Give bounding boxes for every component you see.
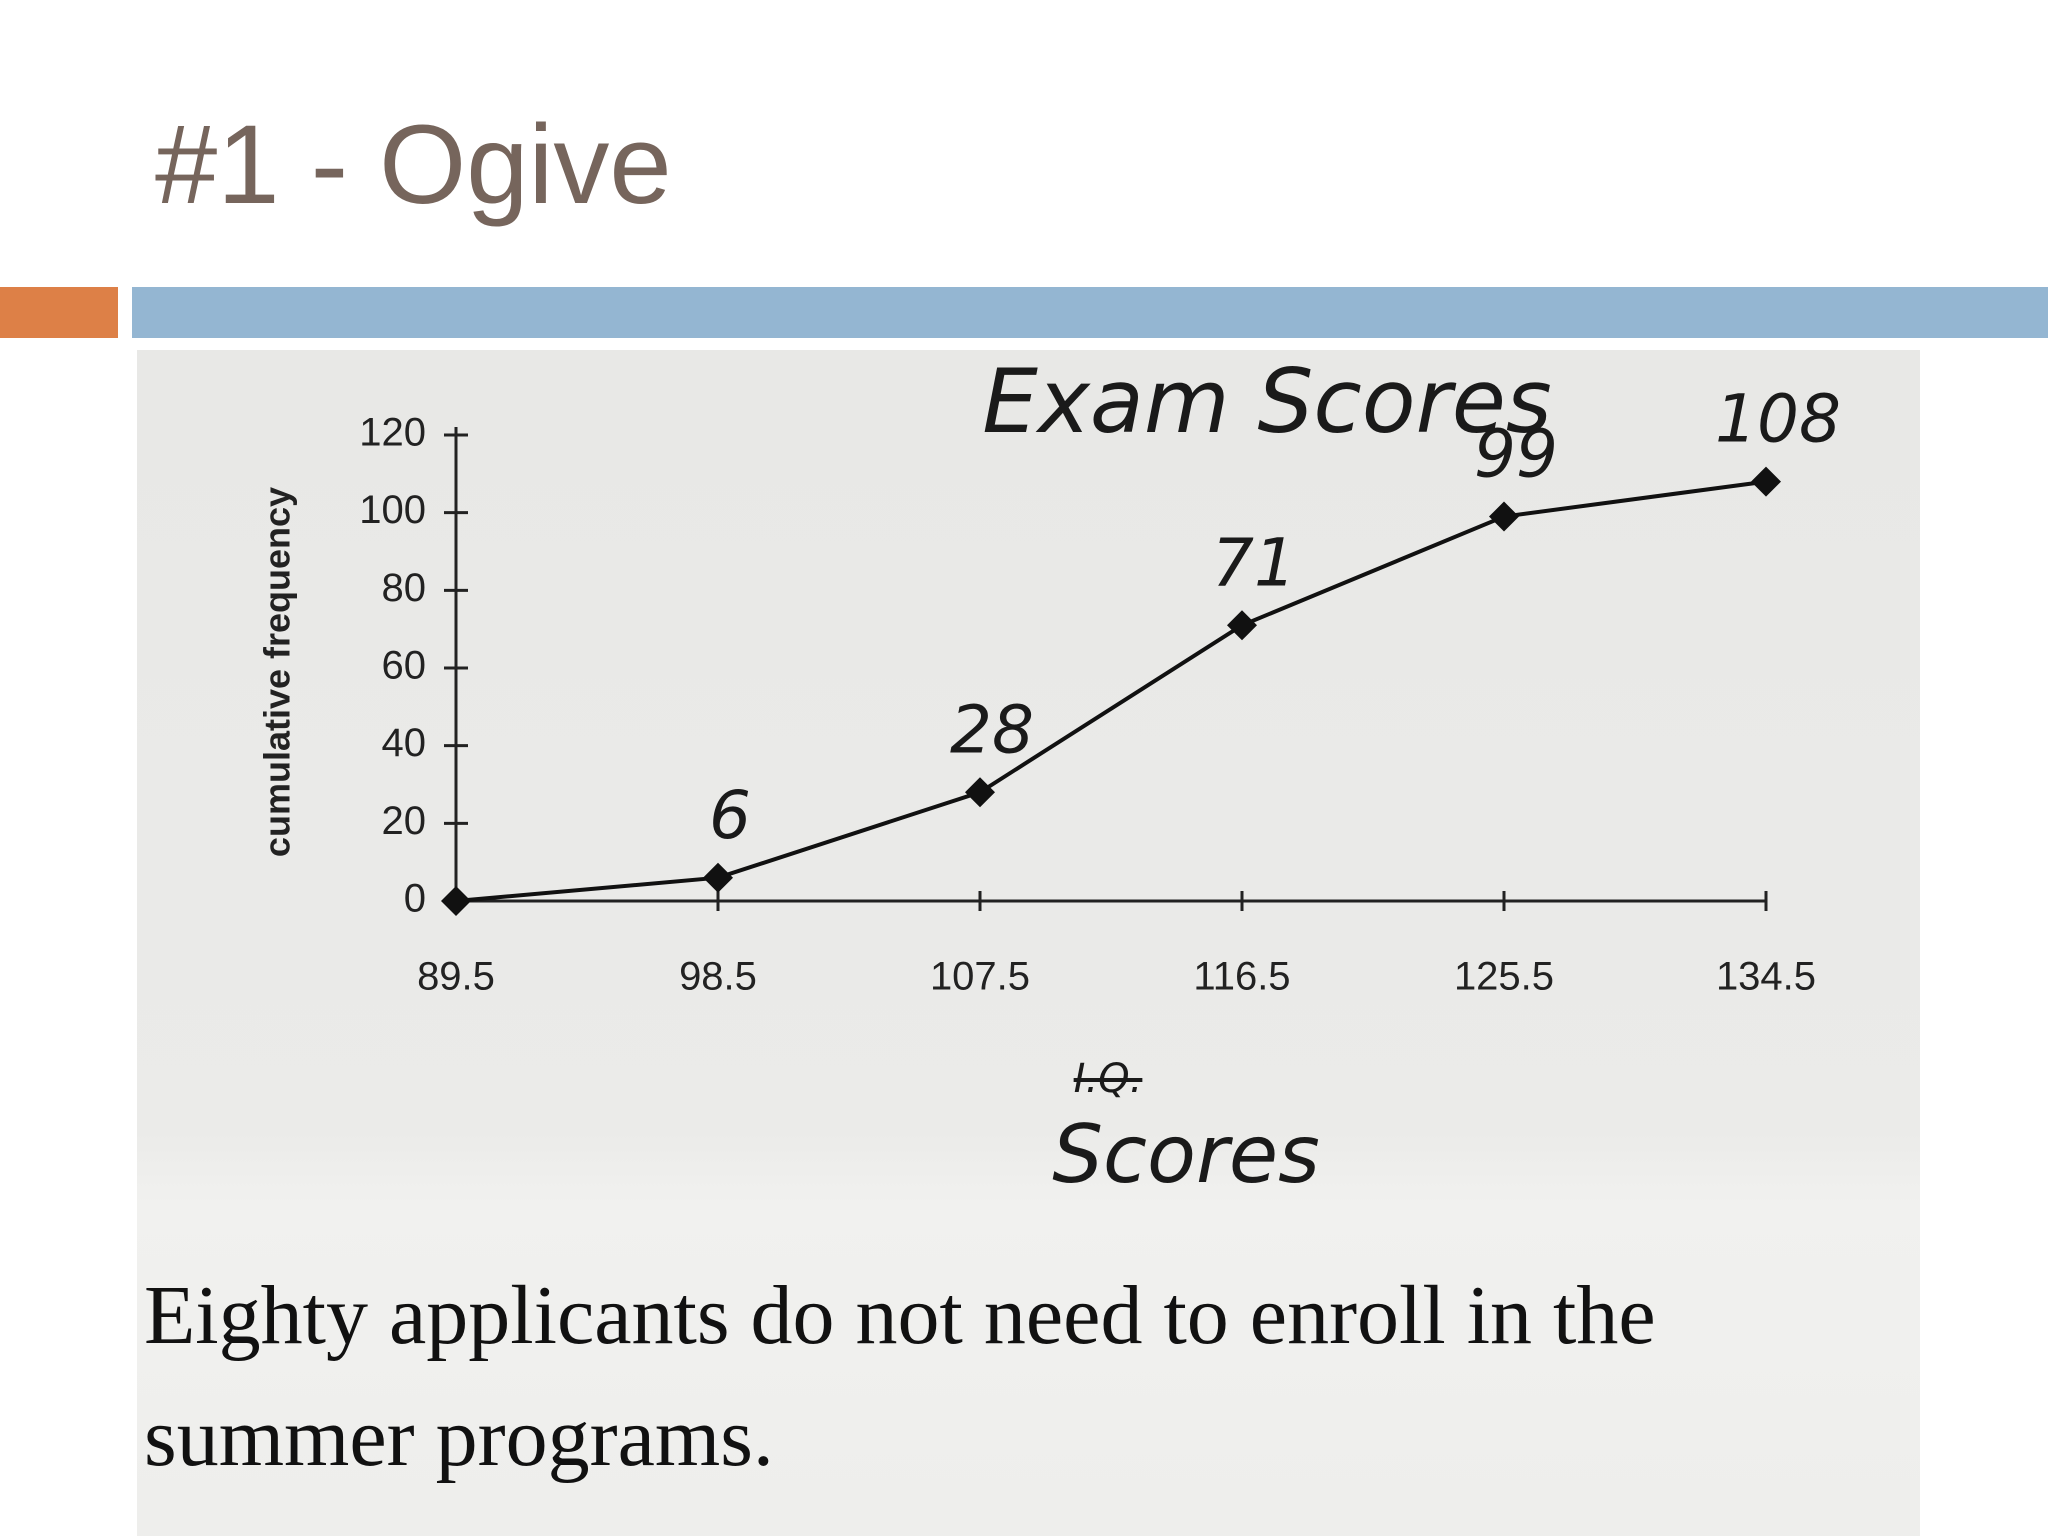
x-tick-label: 107.5	[930, 955, 1030, 999]
caption: Eighty applicants do not need to enroll …	[144, 1255, 1656, 1499]
data-point	[1489, 501, 1519, 532]
data-line	[455, 479, 1767, 903]
scanned-image	[137, 350, 1920, 1536]
slide-title: #1 - Ogive	[155, 102, 672, 227]
value-label: 71	[1212, 524, 1296, 601]
value-label: 6	[709, 777, 751, 854]
y-tick-label: 60	[382, 644, 427, 688]
x-tick-label: 89.5	[417, 955, 495, 999]
y-tick-label: 80	[382, 566, 427, 610]
data-point	[1751, 466, 1781, 497]
x-tick-label: 116.5	[1193, 955, 1290, 999]
y-tick-label: 120	[359, 411, 426, 455]
value-label: 99	[1474, 416, 1558, 493]
data-point	[441, 886, 471, 916]
x-tick-label: 98.5	[679, 955, 757, 999]
caption-line: summer programs.	[144, 1391, 774, 1484]
y-tick-label: 20	[382, 799, 427, 843]
caption-line: Eighty applicants do not need to enroll …	[144, 1269, 1656, 1362]
chart-title: Exam Scores	[982, 350, 1552, 453]
data-point	[703, 862, 733, 893]
accent-bar	[0, 287, 118, 338]
x-axis-label-crossed: I.Q.	[1074, 1056, 1143, 1102]
y-tick-label: 0	[404, 877, 426, 921]
y-tick-label: 100	[359, 488, 426, 532]
value-label: 108	[1715, 381, 1841, 458]
data-point	[1227, 610, 1257, 641]
y-tick-label: 40	[382, 721, 427, 765]
value-label: 28	[950, 691, 1034, 768]
x-axis-label: Scores	[1052, 1108, 1320, 1201]
header-bar	[132, 287, 2048, 338]
x-tick-label: 125.5	[1454, 955, 1554, 999]
y-axis-label: cumulative frequency	[257, 487, 298, 857]
x-tick-label: 134.5	[1716, 955, 1816, 999]
data-point	[965, 777, 995, 808]
